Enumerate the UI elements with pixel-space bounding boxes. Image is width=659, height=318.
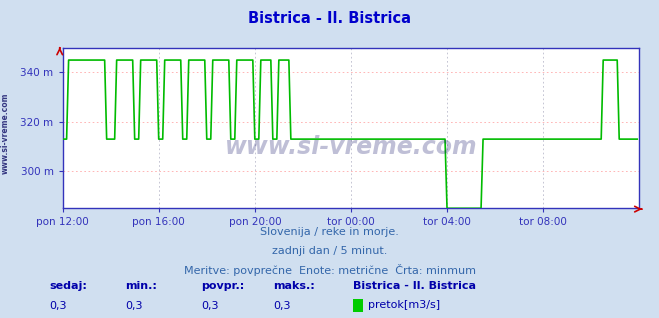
Text: povpr.:: povpr.: bbox=[201, 281, 244, 291]
Text: Meritve: povprečne  Enote: metrične  Črta: minmum: Meritve: povprečne Enote: metrične Črta:… bbox=[183, 264, 476, 276]
Text: 0,3: 0,3 bbox=[273, 301, 291, 310]
Text: www.si-vreme.com: www.si-vreme.com bbox=[225, 135, 477, 159]
Text: www.si-vreme.com: www.si-vreme.com bbox=[1, 93, 10, 174]
Text: maks.:: maks.: bbox=[273, 281, 315, 291]
Text: Slovenija / reke in morje.: Slovenija / reke in morje. bbox=[260, 227, 399, 237]
Text: zadnji dan / 5 minut.: zadnji dan / 5 minut. bbox=[272, 246, 387, 256]
Text: Bistrica - Il. Bistrica: Bistrica - Il. Bistrica bbox=[353, 281, 476, 291]
Text: min.:: min.: bbox=[125, 281, 157, 291]
Text: 0,3: 0,3 bbox=[49, 301, 67, 310]
Text: 0,3: 0,3 bbox=[125, 301, 143, 310]
Text: pretok[m3/s]: pretok[m3/s] bbox=[368, 300, 440, 310]
Text: sedaj:: sedaj: bbox=[49, 281, 87, 291]
Text: Bistrica - Il. Bistrica: Bistrica - Il. Bistrica bbox=[248, 11, 411, 26]
Text: 0,3: 0,3 bbox=[201, 301, 219, 310]
